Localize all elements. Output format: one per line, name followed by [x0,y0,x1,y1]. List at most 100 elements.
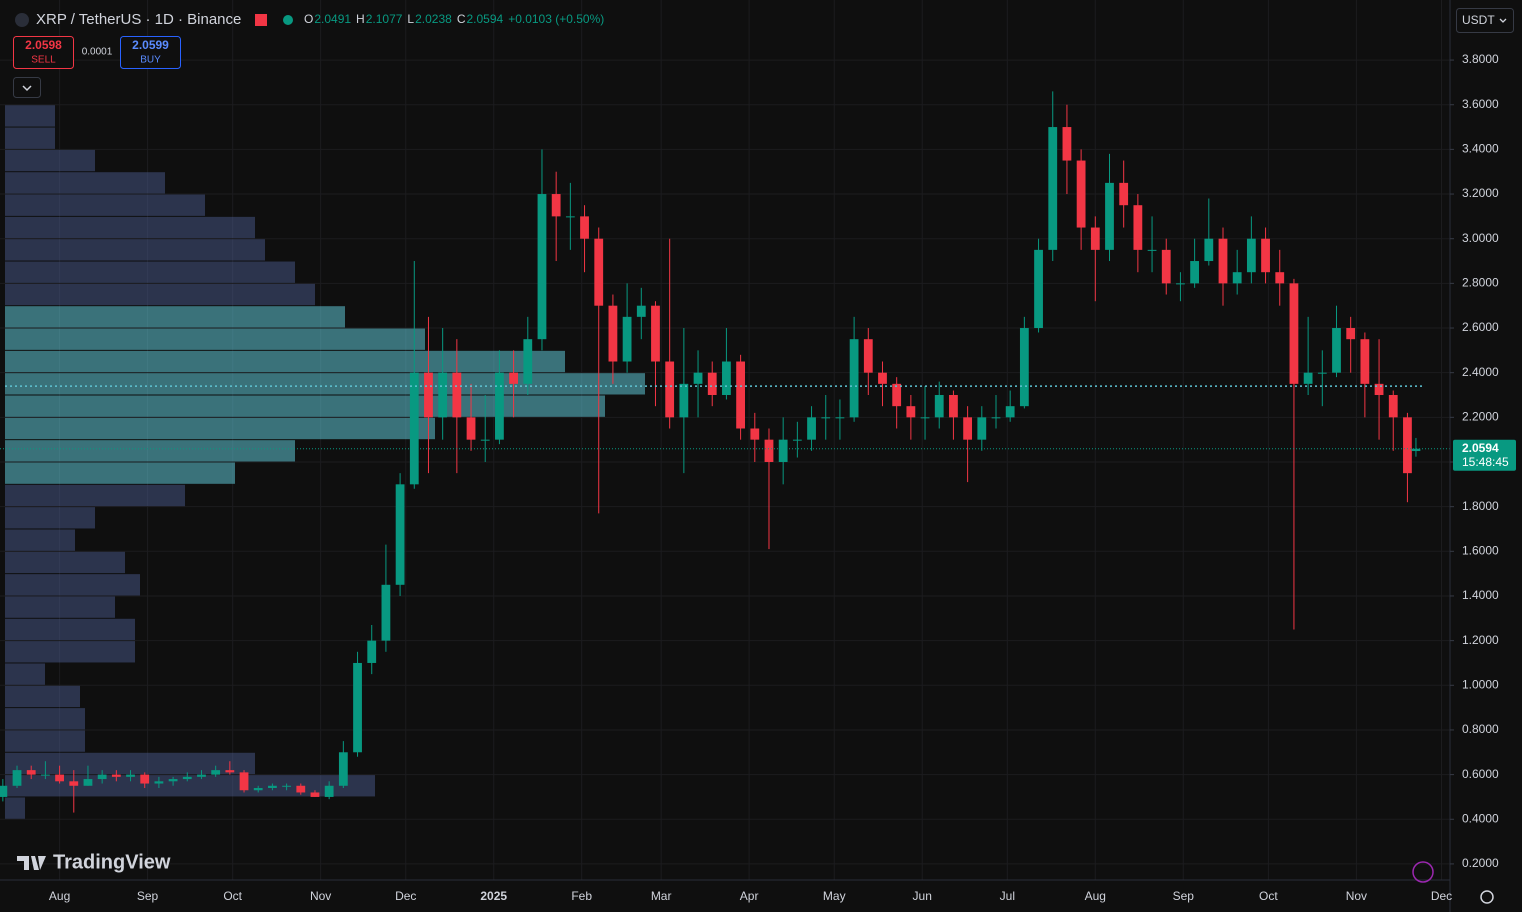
candle-body [1005,406,1015,418]
symbol-icon [15,13,29,27]
x-tick-label: Aug [49,889,70,903]
candle-body [41,774,50,776]
profile-bar [5,708,85,730]
chevron-icon [1499,18,1507,23]
brand-logo [17,856,46,870]
ohlc-values: O 2.0491 H 2.1077 L 2.0238 C 2.0594 +0.0103 (+0.… [304,12,604,26]
ohlc-key: O [304,12,313,26]
last-price-badge [1453,439,1516,471]
axes: 0.2000 0.4000 0.6000 0.8000 1.0000 1.2000 1.40… [49,52,1516,903]
candle-body [1289,283,1299,384]
alert-icon[interactable] [1412,861,1434,883]
y-tick-label: 3.2000 [1462,186,1499,200]
chevron-icon [22,85,32,92]
candle-body [622,316,632,362]
last-price-label: 2.0594 [1462,441,1499,455]
x-tick-label: Aug [1085,889,1106,903]
collapse-button[interactable] [13,77,41,98]
candle-body [367,640,377,663]
candle-body [707,372,717,396]
y-tick-label: 1.4000 [1462,588,1499,602]
candle-body [168,779,178,782]
candle-body [182,776,192,780]
countdown-label: 15:48:45 [1462,455,1509,469]
x-tick-label: 2025 [480,889,507,903]
candle-body [466,417,476,440]
legend-header: XRP / TetherUS · 1D · Binance O 2.0491 H 2.… [15,11,604,28]
flag-icon[interactable] [255,14,267,26]
brand-name: TradingView [53,851,171,873]
candle-body [580,216,589,239]
candle-body [551,194,561,217]
candle-body [338,752,348,786]
candle-body [537,194,547,340]
candle-body [679,383,689,418]
profile-bar [5,574,140,596]
candle-body [1374,383,1384,396]
overlay [0,385,1450,450]
profile-bar [5,618,135,641]
y-tick-label: 2.4000 [1462,365,1499,379]
ohlc-key: L [407,12,414,26]
candle-body [1119,182,1129,206]
candle-body [69,781,79,786]
candle-body [934,395,944,418]
candle-body [111,774,121,777]
candle-body [1204,238,1214,262]
candle-body [892,383,902,407]
candle-body [821,417,831,419]
candle-body [1105,182,1114,250]
ohlc-key: H [356,12,365,26]
candle-body [736,361,746,429]
candle-body [381,584,391,641]
currency-button[interactable] [1456,8,1514,33]
buy-button[interactable] [120,36,181,69]
profile-bar [5,730,85,752]
profile-bar [5,105,55,127]
candle-body [1332,328,1341,373]
candle-body [1232,272,1242,284]
sell-button[interactable] [13,36,74,69]
profile-bar [5,685,80,708]
candle-body [310,792,320,797]
profile-bar [5,417,435,440]
candle-body [1218,238,1228,284]
sell-label: SELL [31,55,56,66]
settings-icon[interactable] [1480,890,1494,904]
ohlc-value: 2.0238 [415,12,452,26]
candle-body [1261,238,1270,273]
profile-bar [5,507,95,529]
currency-select[interactable]: USDT [1456,8,1514,33]
candle-body [693,372,703,384]
x-tick-label: Nov [310,889,331,903]
status-dot [283,15,293,25]
x-tick-label: Dec [1431,889,1452,903]
profile-bar [5,194,205,216]
profile-bar [5,216,255,239]
candle-body [722,361,731,396]
candle-body [991,417,1001,419]
y-tick-label: 1.2000 [1462,633,1499,647]
candle-body [1360,339,1370,384]
candle-body [1246,238,1256,273]
spread: 0.0001 [82,47,113,58]
y-tick-label: 2.2000 [1462,410,1499,424]
profile-bar [5,373,645,395]
candle-body [509,372,518,384]
profile-bar [5,149,95,172]
profile-bar [5,239,265,261]
candle-body [55,774,64,782]
candle-body [594,238,604,306]
x-tick-label: Sep [137,889,159,903]
profile-bar [5,440,295,462]
candle-body [1090,227,1100,250]
y-tick-label: 0.4000 [1462,811,1499,825]
profile-bar [5,306,345,328]
candle-body [1076,160,1086,228]
candle-body [452,372,462,418]
profile-bar [5,596,115,618]
candle-body [1176,283,1185,285]
candle-body [1388,395,1398,418]
candle-body [211,770,221,775]
x-tick-label: Jun [913,889,932,903]
